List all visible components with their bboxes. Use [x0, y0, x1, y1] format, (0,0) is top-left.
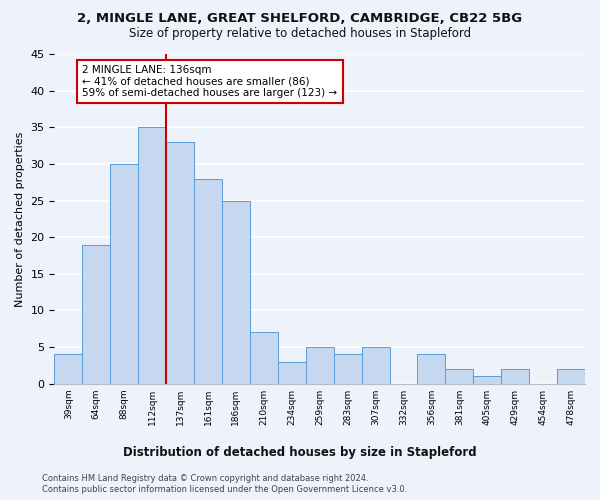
Bar [418, 354, 445, 384]
Text: 2, MINGLE LANE, GREAT SHELFORD, CAMBRIDGE, CB22 5BG: 2, MINGLE LANE, GREAT SHELFORD, CAMBRIDG… [77, 12, 523, 26]
Text: Distribution of detached houses by size in Stapleford: Distribution of detached houses by size … [123, 446, 477, 459]
Bar [222, 200, 250, 384]
Bar [110, 164, 138, 384]
Bar [501, 369, 529, 384]
Bar [306, 347, 334, 384]
Bar [194, 178, 222, 384]
Bar [250, 332, 278, 384]
Bar [362, 347, 389, 384]
Bar [278, 362, 306, 384]
Bar [55, 354, 82, 384]
Bar [557, 369, 585, 384]
Text: Size of property relative to detached houses in Stapleford: Size of property relative to detached ho… [129, 28, 471, 40]
Text: Contains HM Land Registry data © Crown copyright and database right 2024.: Contains HM Land Registry data © Crown c… [42, 474, 368, 483]
Text: Contains public sector information licensed under the Open Government Licence v3: Contains public sector information licen… [42, 485, 407, 494]
Bar [82, 244, 110, 384]
Bar [138, 128, 166, 384]
Y-axis label: Number of detached properties: Number of detached properties [15, 131, 25, 306]
Bar [166, 142, 194, 384]
Text: 2 MINGLE LANE: 136sqm
← 41% of detached houses are smaller (86)
59% of semi-deta: 2 MINGLE LANE: 136sqm ← 41% of detached … [82, 65, 337, 98]
Bar [445, 369, 473, 384]
Bar [334, 354, 362, 384]
Bar [473, 376, 501, 384]
